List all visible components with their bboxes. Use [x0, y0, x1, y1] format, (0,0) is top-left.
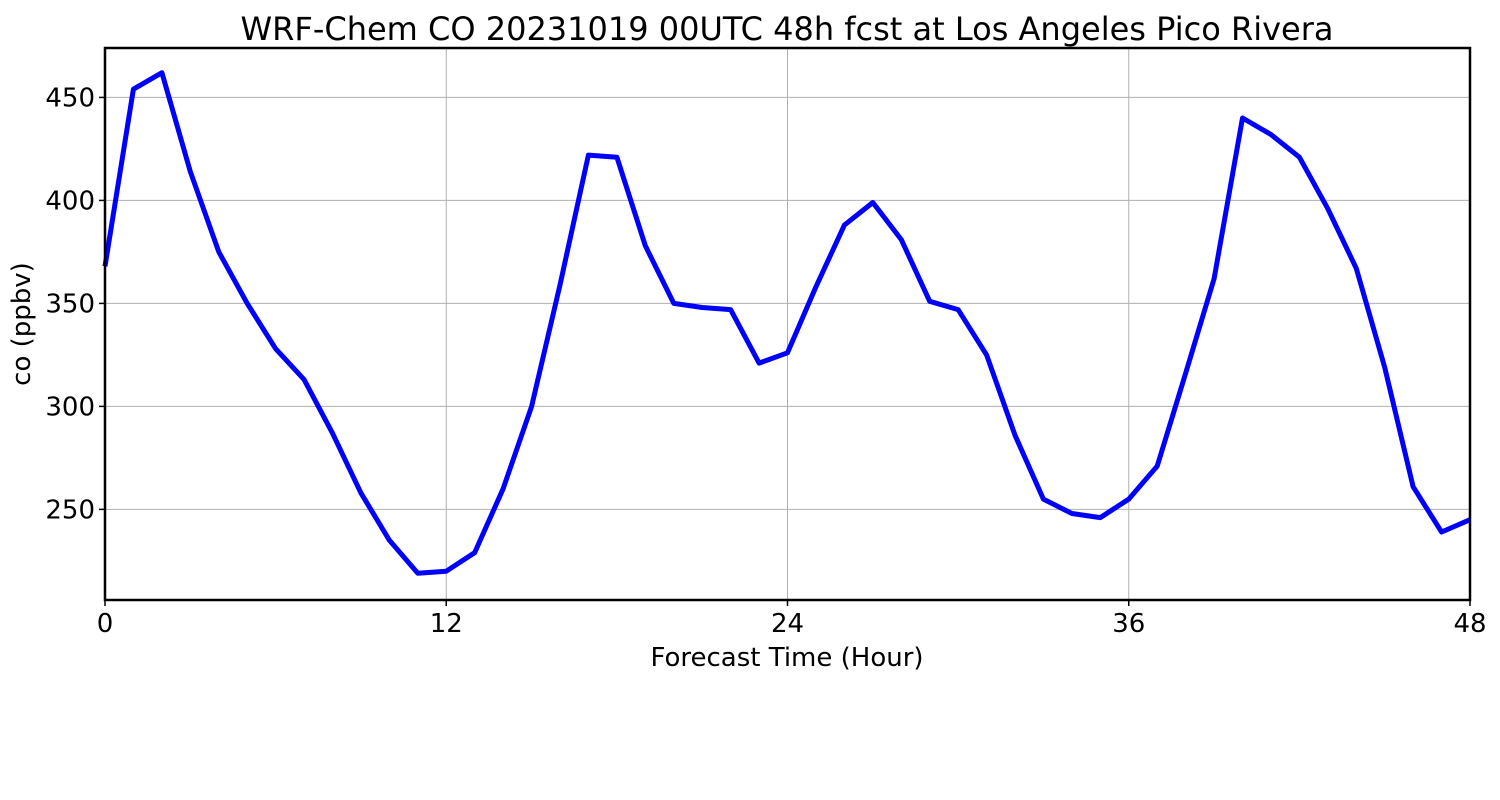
x-tick-label: 24 — [771, 609, 804, 639]
y-tick-label: 400 — [45, 186, 95, 216]
x-tick-label: 0 — [97, 609, 114, 639]
y-axis-ticks: 250 300 350 400 450 — [45, 83, 105, 525]
y-tick-label: 350 — [45, 289, 95, 319]
y-axis-label: co (ppbv) — [7, 262, 37, 386]
x-tick-label: 48 — [1453, 609, 1486, 639]
plot-frame — [103, 46, 1472, 602]
x-axis-ticks: 0 12 24 36 48 — [97, 600, 1487, 639]
series-line — [102, 70, 1471, 576]
y-tick-label: 250 — [45, 495, 95, 525]
y-tick-label: 450 — [45, 83, 95, 113]
y-tick-label: 300 — [45, 392, 95, 422]
chart-title: WRF-Chem CO 20231019 00UTC 48h fcst at L… — [241, 10, 1334, 48]
x-axis-label: Forecast Time (Hour) — [650, 643, 923, 673]
x-tick-label: 36 — [1112, 609, 1145, 639]
x-tick-label: 12 — [430, 609, 463, 639]
